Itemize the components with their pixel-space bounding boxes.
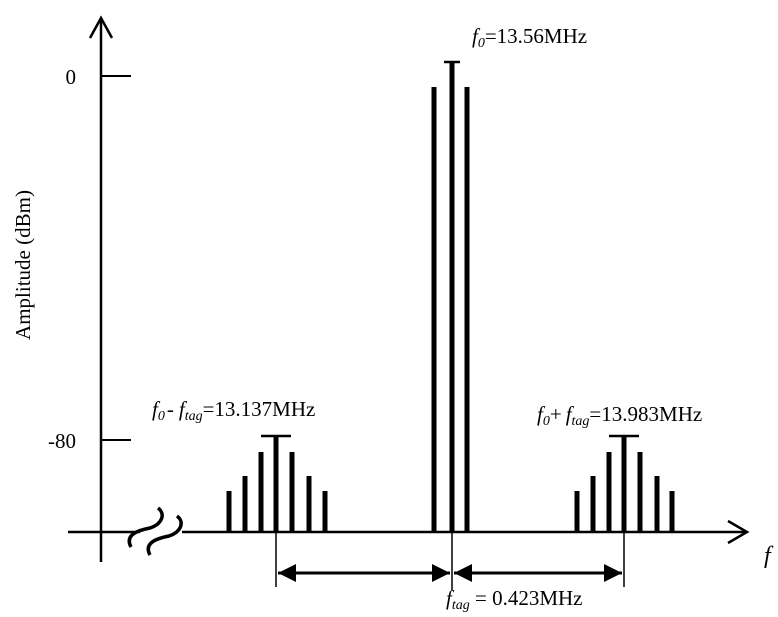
spacing-sub: tag bbox=[452, 598, 470, 613]
lower-sideband-line-2 bbox=[258, 452, 264, 532]
carrier-value: =13.56MHz bbox=[485, 24, 587, 48]
carrier-label: f0=13.56MHz bbox=[472, 24, 587, 51]
upper-ftag: f bbox=[566, 402, 575, 426]
spacing-arrowhead-left-b bbox=[432, 564, 450, 582]
upper-sideband-line-5 bbox=[654, 476, 660, 532]
upper-sideband-label: f0+ ftag=13.983MHz bbox=[537, 402, 702, 429]
upper-ftag-sub: tag bbox=[572, 414, 590, 429]
upper-f0: f bbox=[537, 402, 546, 426]
upper-op: + bbox=[550, 402, 562, 426]
carrier-line-2 bbox=[464, 87, 470, 532]
y-tick-label-0: 0 bbox=[66, 65, 77, 89]
lower-ftag-sub: tag bbox=[185, 409, 203, 424]
axis-break-icon bbox=[127, 506, 183, 556]
spacing-arrowhead-left-a bbox=[278, 564, 296, 582]
lower-sideband-line-0 bbox=[226, 491, 232, 532]
lower-sideband-line-6 bbox=[322, 491, 328, 532]
carrier-line-1 bbox=[449, 62, 455, 532]
y-axis-arrow bbox=[88, 15, 114, 39]
x-axis-label: f bbox=[764, 543, 774, 569]
carrier-f: f bbox=[472, 24, 481, 48]
y-axis-title: Amplitude (dBm) bbox=[11, 190, 35, 340]
lower-sideband-line-1 bbox=[242, 476, 248, 532]
spacing-arrowhead-right-a bbox=[454, 564, 472, 582]
spectrum-lines bbox=[226, 60, 675, 532]
lower-ftag: f bbox=[179, 397, 188, 421]
y-tick-label-neg80: -80 bbox=[48, 429, 76, 453]
lower-sideband-label: f0- ftag=13.137MHz bbox=[152, 397, 315, 424]
lower-f0: f bbox=[152, 397, 161, 421]
x-axis-arrow bbox=[727, 519, 750, 545]
spacing-arrowhead-right-b bbox=[604, 564, 622, 582]
carrier-sub: 0 bbox=[478, 36, 485, 51]
upper-sideband-line-2 bbox=[606, 452, 612, 532]
upper-sideband-line-1 bbox=[590, 476, 596, 532]
upper-value: =13.983MHz bbox=[589, 402, 702, 426]
carrier-line-0 bbox=[431, 87, 437, 532]
lower-sideband-line-4 bbox=[289, 452, 295, 532]
upper-sideband-line-0 bbox=[574, 491, 580, 532]
spacing-value: = 0.423MHz bbox=[470, 586, 583, 610]
lower-f0-sub: 0 bbox=[158, 409, 165, 424]
upper-sideband-line-4 bbox=[637, 452, 643, 532]
lower-op: - bbox=[167, 397, 174, 421]
spacing-f: f bbox=[446, 586, 455, 610]
lower-sideband-line-5 bbox=[306, 476, 312, 532]
lower-value: =13.137MHz bbox=[203, 397, 316, 421]
upper-sideband-line-6 bbox=[669, 491, 675, 532]
spacing-label: ftag = 0.423MHz bbox=[446, 586, 583, 613]
upper-f0-sub: 0 bbox=[543, 414, 550, 429]
